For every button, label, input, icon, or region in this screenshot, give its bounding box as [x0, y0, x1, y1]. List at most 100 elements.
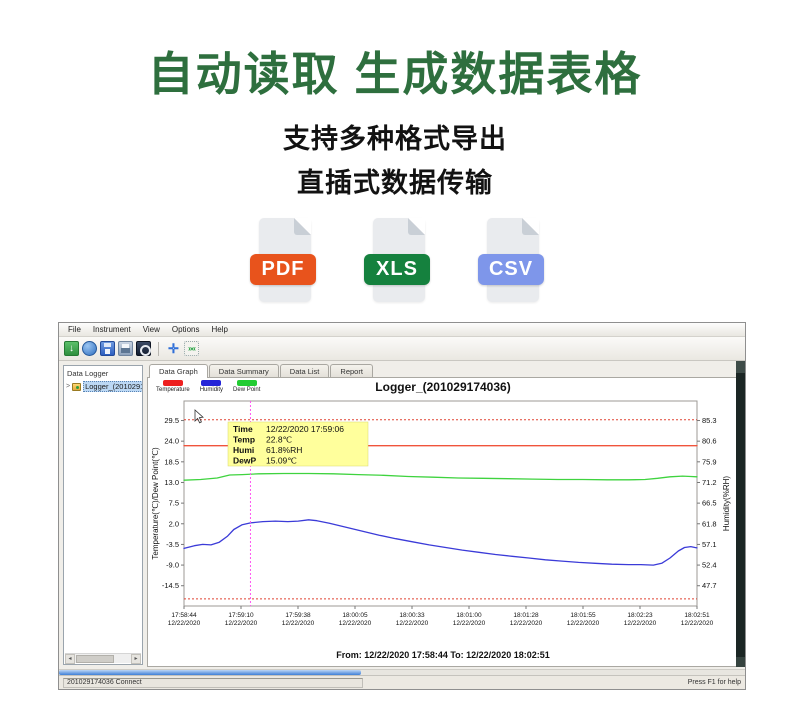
main-scroll-thumb[interactable] [59, 670, 361, 675]
scroll-left-icon[interactable]: ◂ [65, 653, 75, 664]
print-icon[interactable] [118, 341, 133, 356]
x-tick-date: 12/22/2020 [453, 620, 486, 627]
x-tick-date: 12/22/2020 [168, 620, 201, 627]
y-right-tick: 52.4 [702, 561, 717, 570]
y-left-tick: -14.5 [162, 581, 179, 590]
x-tick-date: 12/22/2020 [681, 620, 714, 627]
tooltip [227, 421, 369, 467]
logger-icon [72, 382, 82, 391]
scroll-right-icon[interactable]: ▸ [131, 653, 141, 664]
file-badge-xls: XLS [364, 254, 430, 285]
file-format-icons: PDF XLS CSV [0, 216, 790, 311]
app-window: File Instrument View Options Help ↓ ✛ »« Dat… [58, 322, 746, 690]
file-badge-pdf: PDF [250, 254, 316, 285]
tooltip-value: 61.8%RH [266, 445, 302, 455]
legend-label: Temperature [156, 387, 190, 393]
y-right-tick: 57.1 [702, 540, 717, 549]
y-left-tick: 2.0 [169, 519, 179, 528]
legend-swatch [236, 380, 257, 386]
x-tick-date: 12/22/2020 [282, 620, 315, 627]
legend: Temperature Humidity Dew Point [156, 380, 260, 393]
x-tick-time: 17:59:38 [285, 612, 311, 619]
x-tick-time: 18:02:51 [684, 612, 710, 619]
y-right-tick: 71.2 [702, 478, 717, 487]
y-axis-right-label: Humidity(%RH) [722, 476, 731, 531]
menu-item-file[interactable]: File [68, 325, 81, 334]
statusbar: 201029174036 Connect Press F1 for help [59, 675, 745, 689]
snapshot-icon[interactable] [136, 341, 151, 356]
y-left-tick: 18.5 [164, 457, 179, 466]
x-tick-date: 12/22/2020 [396, 620, 429, 627]
tree-expander-icon[interactable]: > [66, 383, 71, 390]
y-left-tick: 13.0 [164, 478, 179, 487]
menu-item-instrument[interactable]: Instrument [92, 325, 131, 334]
x-tick-time: 18:00:33 [399, 612, 425, 619]
sidebar-scroll-thumb[interactable] [76, 654, 114, 663]
toolbar-separator [158, 341, 159, 356]
sidebar-hscrollbar[interactable]: ◂ ▸ [65, 653, 141, 664]
file-icon-csv: CSV [478, 216, 544, 302]
x-tick-time: 18:01:55 [570, 612, 596, 619]
x-tick-time: 18:01:00 [456, 612, 482, 619]
series-dew-point-line [183, 472, 698, 481]
x-tick-time: 18:02:23 [627, 612, 653, 619]
status-connect: 201029174036 Connect [63, 677, 363, 688]
tab-data-list[interactable]: Data List [279, 364, 330, 378]
legend-label: Humidity [199, 387, 224, 393]
file-icon-pdf: PDF [250, 216, 316, 302]
promo-subtitle-1: 支持多种格式导出 [283, 124, 507, 154]
read-device-icon[interactable]: ↓ [64, 341, 79, 356]
toolbar: ↓ ✛ »« [59, 337, 745, 361]
tooltip-value: 22.8℃ [266, 435, 293, 445]
tab-report[interactable]: Report [330, 364, 373, 378]
tooltip-label: Temp [233, 435, 255, 445]
pan-icon[interactable]: ✛ [168, 340, 179, 356]
status-help: Press F1 for help [687, 679, 741, 686]
menu-item-view[interactable]: View [142, 325, 160, 334]
x-tick-date: 12/22/2020 [567, 620, 600, 627]
tooltip-value: 12/22/2020 17:59:06 [266, 424, 344, 434]
promo-title: 自动读取 生成数据表格 [147, 48, 643, 100]
right-scrollbar[interactable] [736, 361, 745, 667]
zoom-reset-icon[interactable]: »« [184, 341, 199, 356]
y-left-tick: -3.5 [166, 540, 179, 549]
chart-title: Logger_(201029174036) [375, 380, 511, 394]
menu-item-options[interactable]: Options [171, 325, 200, 334]
chart-footer: From: 12/22/2020 17:58:44 To: 12/22/2020… [336, 650, 550, 660]
chart[interactable]: 29.5 85.3 24.0 80.6 18.5 75.9 13.0 71.2 7.5 66.5 2… [149, 396, 737, 650]
x-tick-date: 12/22/2020 [225, 620, 258, 627]
x-tick-date: 12/22/2020 [339, 620, 372, 627]
legend-item-dew-point: Dew Point [233, 380, 260, 393]
x-tick-time: 18:00:05 [342, 612, 368, 619]
x-tick-time: 17:58:44 [171, 612, 197, 619]
main-hscrollbar[interactable] [59, 669, 745, 675]
menu-item-help[interactable]: Help [211, 325, 228, 334]
main-panel: Data Graph Data Summary Data List Report Te… [147, 363, 739, 669]
y-right-tick: 47.7 [702, 581, 717, 590]
connect-icon[interactable] [82, 341, 97, 356]
tree-item-logger[interactable]: > Logger_(2010291740 [64, 380, 142, 393]
x-tick-date: 12/22/2020 [510, 620, 543, 627]
tab-content: Temperature Humidity Dew Point Logger_(201… [147, 377, 739, 667]
sidebar: Data Logger > Logger_(2010291740 ◂ ▸ [63, 365, 143, 665]
promo-subtitle-2: 直插式数据传输 [297, 168, 493, 198]
y-right-tick: 75.9 [702, 457, 717, 466]
y-left-tick: 29.5 [164, 416, 179, 425]
menubar: File Instrument View Options Help [59, 323, 745, 337]
y-right-tick: 80.6 [702, 437, 717, 446]
save-icon[interactable] [100, 341, 115, 356]
legend-swatch [201, 380, 222, 386]
tree-item-label[interactable]: Logger_(2010291740 [83, 381, 142, 392]
legend-row: Temperature Humidity Dew Point Logger_(201… [148, 378, 738, 396]
sidebar-header: Data Logger [67, 369, 109, 378]
y-right-tick: 85.3 [702, 416, 717, 425]
y-right-tick: 66.5 [702, 499, 717, 508]
legend-swatch [162, 380, 183, 386]
tab-data-summary[interactable]: Data Summary [208, 364, 279, 378]
file-badge-csv: CSV [478, 254, 544, 285]
y-axis-left-label: Temperature(℃)/Dew Point(℃) [151, 447, 160, 560]
file-icon-xls: XLS [364, 216, 430, 302]
x-tick-time: 18:01:28 [513, 612, 539, 619]
tab-data-graph[interactable]: Data Graph [149, 364, 208, 378]
x-tick-time: 17:59:10 [228, 612, 254, 619]
